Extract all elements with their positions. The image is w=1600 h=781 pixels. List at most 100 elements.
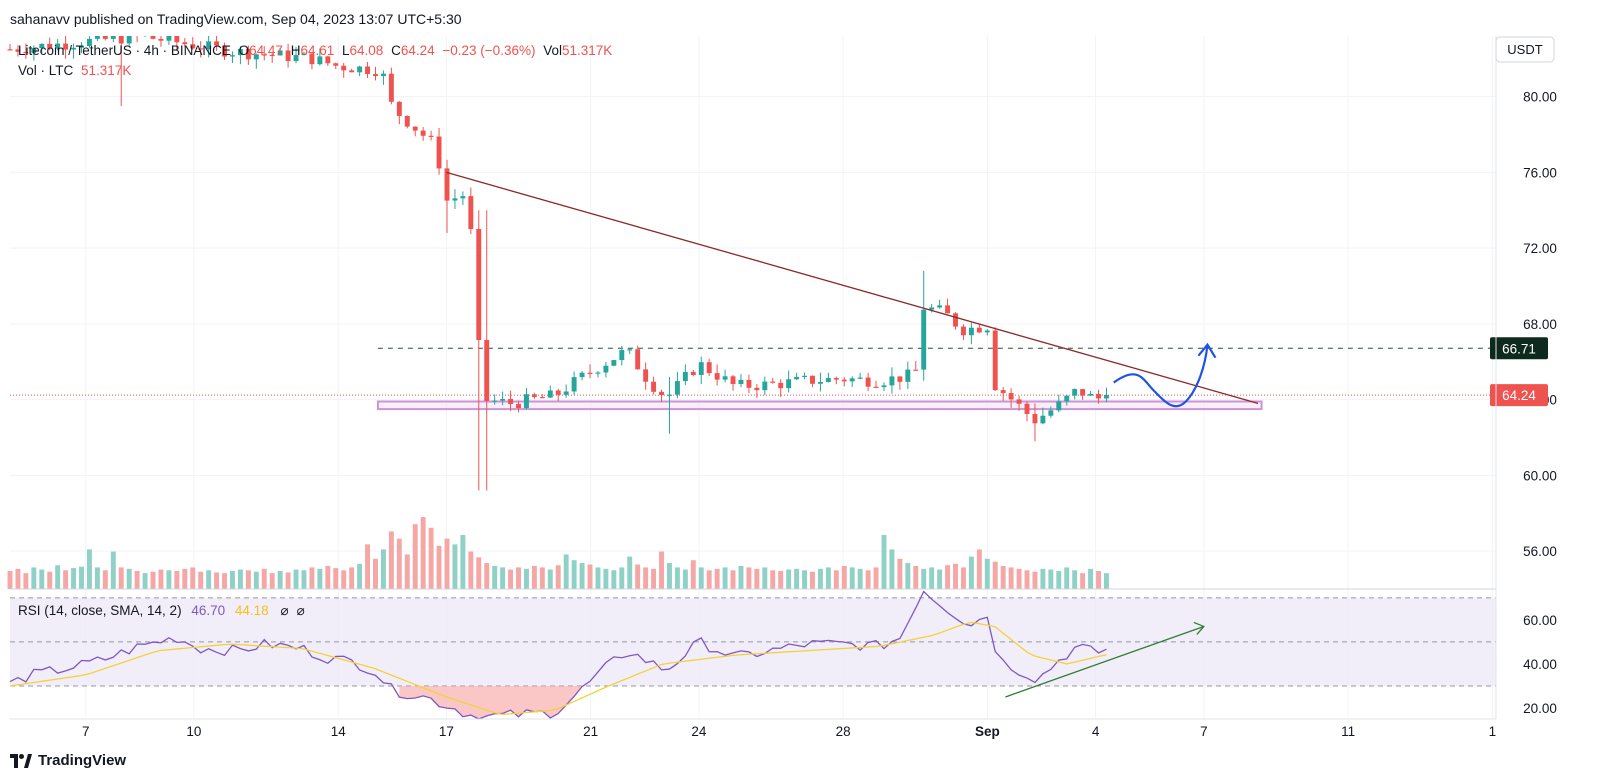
candle-body — [31, 48, 37, 54]
candle-body — [873, 386, 879, 388]
candlesticks — [7, 36, 1109, 491]
volume-bar — [825, 567, 831, 589]
time-tick-label: 4 — [1092, 724, 1100, 739]
volume-bar — [706, 570, 712, 589]
drawings — [446, 171, 1259, 408]
candle-body — [881, 385, 887, 388]
candle-body — [15, 49, 21, 52]
volume-bar — [460, 535, 466, 589]
volume-bar — [317, 568, 323, 589]
candle-body — [476, 229, 482, 341]
candle-body — [722, 376, 728, 380]
candle-body — [603, 365, 609, 373]
volume-bar — [968, 556, 974, 589]
volume-bar — [63, 570, 69, 589]
time-tick-label: 28 — [836, 724, 851, 739]
volume-bar — [7, 571, 13, 589]
candle-body — [333, 63, 339, 66]
candle-body — [86, 38, 92, 47]
candle-body — [635, 349, 641, 370]
candle-body — [667, 394, 672, 396]
candle-body — [237, 48, 243, 56]
volume-bar — [953, 563, 958, 589]
candle-body — [158, 38, 164, 41]
candle-body — [365, 66, 371, 75]
candle-body — [754, 387, 760, 391]
volume-bar — [531, 565, 537, 589]
candle-body — [94, 36, 100, 39]
volume-bar — [881, 535, 887, 589]
candle-body — [643, 369, 649, 382]
volume-bar — [841, 565, 847, 589]
volume-bar — [738, 565, 744, 589]
volume-bar — [571, 560, 577, 589]
projection-arrowhead — [1197, 342, 1217, 359]
candle-body — [23, 51, 29, 54]
volume-bar — [897, 558, 903, 589]
volume-bar — [349, 567, 355, 589]
candle-body — [150, 36, 156, 39]
volume-bar — [603, 568, 609, 589]
volume-bar — [682, 569, 688, 589]
candle-body — [325, 56, 331, 64]
tradingview-logo[interactable]: TradingView — [10, 752, 126, 769]
candle-body — [206, 41, 212, 50]
volume-bar — [94, 567, 100, 589]
candle-body — [1040, 415, 1046, 424]
volume-bar — [889, 549, 895, 589]
volume-bar — [833, 570, 839, 589]
candle-body — [579, 372, 585, 378]
candle-body — [222, 45, 227, 57]
price-tick-label: 72.00 — [1523, 241, 1557, 256]
currency-button[interactable]: USDT — [1495, 36, 1555, 63]
volume-bar — [39, 569, 45, 589]
rsi-tick-label: 60.00 — [1523, 613, 1557, 628]
volume-bar — [865, 570, 871, 589]
candle-body — [516, 404, 521, 409]
candle-body — [531, 394, 537, 398]
volume-bar — [547, 569, 553, 589]
candle-body — [730, 376, 736, 385]
candle-body — [976, 327, 982, 333]
volume-bar — [555, 565, 561, 589]
volume-bar — [420, 517, 426, 589]
candle-body — [651, 381, 657, 392]
candle-body — [500, 398, 506, 401]
volume-bar — [79, 566, 84, 589]
volume-bar — [945, 565, 951, 589]
volume-bar — [611, 570, 617, 589]
volume-bar — [190, 567, 196, 589]
volume-bar — [849, 567, 855, 589]
candle-body — [547, 390, 553, 398]
axes: 56.0060.0064.0068.0072.0076.0080.0066.71… — [82, 90, 1557, 739]
volume-bar — [484, 563, 490, 589]
volume-bar — [635, 564, 641, 589]
candle-body — [555, 390, 561, 395]
volume-bar — [786, 569, 792, 589]
rsi-divergence-arrowhead — [1193, 621, 1205, 635]
volume-bar — [1080, 573, 1086, 589]
rsi-tick-label: 20.00 — [1523, 701, 1557, 716]
volume-bar — [158, 569, 164, 589]
candle-body — [39, 43, 45, 49]
candle-body — [468, 196, 474, 230]
tradingview-logo-icon — [10, 753, 32, 768]
candle-body — [460, 196, 466, 199]
candle-body — [1096, 393, 1101, 399]
volume-bar — [523, 568, 529, 589]
candle-body — [738, 379, 744, 385]
publisher-line: sahanavv published on TradingView.com, S… — [10, 11, 462, 27]
candle-body — [1000, 390, 1006, 394]
volume-bar — [794, 568, 800, 589]
candle-body — [412, 126, 418, 131]
volume-bar — [126, 568, 132, 589]
volume-bar — [214, 572, 220, 589]
candle-body — [762, 381, 768, 391]
candle-body — [794, 376, 800, 380]
volume-bar — [55, 565, 61, 589]
price-pane[interactable] — [10, 36, 1496, 589]
volume-bar — [396, 538, 402, 589]
candle-body — [484, 340, 490, 401]
volume-bar — [166, 570, 172, 589]
